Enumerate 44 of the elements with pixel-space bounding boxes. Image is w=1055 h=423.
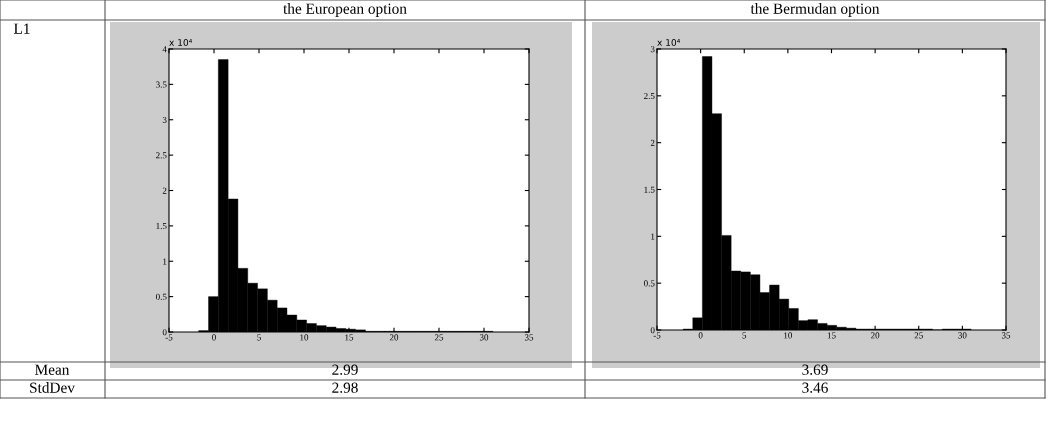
text: L1 [13, 23, 30, 34]
y-tick-label: 1.5 [156, 223, 167, 230]
y-tick-label: 1 [651, 233, 655, 240]
x-tick-label: 25 [434, 334, 444, 341]
x-tick-label: 0 [212, 334, 216, 341]
x-tick-label: 20 [389, 334, 399, 341]
x-tick-label: 5 [257, 334, 261, 341]
x-tick-label: 20 [871, 332, 880, 339]
y-tick-label: 3 [162, 116, 167, 123]
y-tick-label: 0.5 [155, 293, 167, 300]
text: 2.99 [332, 364, 358, 375]
x-tick-label: 15 [345, 334, 354, 341]
y-tick-label: 3.5 [156, 81, 167, 88]
x-tick-label: 35 [1001, 332, 1011, 339]
text: Mean [35, 364, 70, 375]
y-tick-label: 2 [162, 187, 167, 194]
x-tick-label: -5 [165, 334, 173, 341]
x-tick-label: 25 [914, 332, 923, 339]
text: x 10⁴ [169, 39, 193, 46]
text: 3.46 [802, 382, 828, 393]
chart-title: the Bermudan option [750, 3, 880, 17]
x-tick-label: 5 [742, 332, 747, 339]
text: StdDev [30, 382, 75, 393]
y-tick-label: 2.5 [156, 152, 167, 159]
x-tick-label: 0 [698, 332, 703, 339]
y-tick-label: 2 [650, 139, 655, 146]
x-tick-label: 30 [479, 334, 489, 341]
text: 2.98 [332, 382, 358, 393]
chart-title: the European option [283, 3, 407, 17]
x-tick-label: 35 [524, 334, 534, 341]
x-tick-label: 10 [300, 334, 309, 341]
y-tick-label: 4 [162, 46, 167, 53]
x-tick-label: 10 [784, 332, 793, 339]
y-tick-label: 0 [650, 327, 655, 334]
x-tick-label: -5 [653, 332, 661, 339]
x-tick-label: 30 [958, 332, 967, 339]
y-tick-label: 1.5 [644, 186, 655, 193]
y-tick-label: 2.5 [644, 92, 655, 100]
x-tick-label: 15 [827, 332, 836, 339]
text: 3.69 [802, 364, 828, 375]
y-tick-label: 0.5 [643, 280, 655, 287]
y-tick-label: 3 [650, 46, 655, 53]
y-tick-label: 1 [163, 258, 167, 265]
text: x 10⁴ [657, 39, 681, 46]
